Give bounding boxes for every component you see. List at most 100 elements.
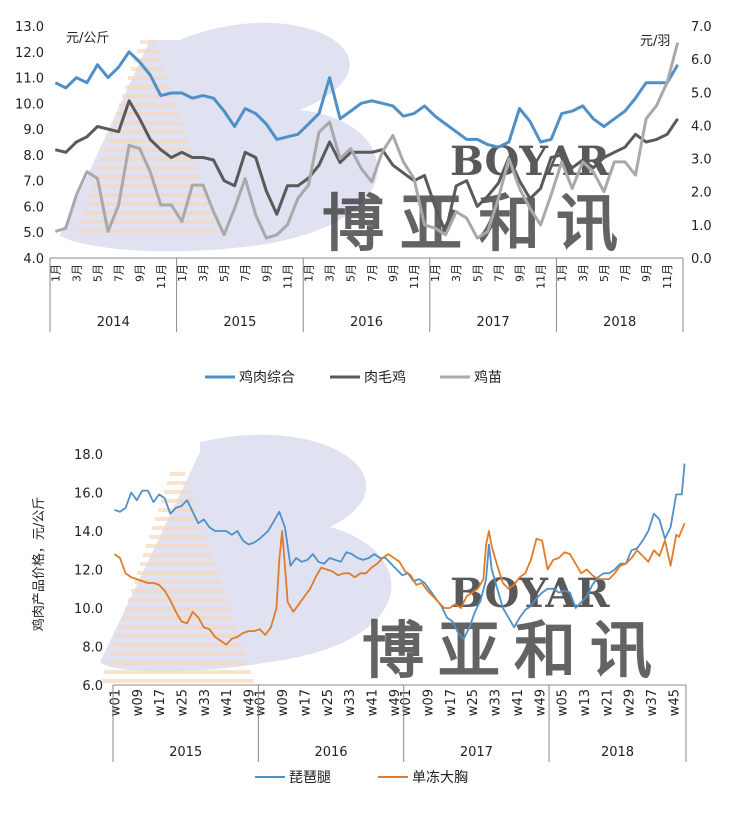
watermark-stripe bbox=[83, 211, 212, 215]
y-tick-label: 18.0 bbox=[74, 448, 103, 463]
x-month-tick-label: 9月 bbox=[640, 264, 653, 282]
x-month-tick-label: 9月 bbox=[513, 264, 526, 282]
x-week-tick-label: w01 bbox=[108, 689, 123, 716]
left-y-tick-label: 4.0 bbox=[23, 252, 44, 267]
watermark-stripe bbox=[107, 139, 188, 143]
watermark-stripe bbox=[110, 652, 245, 656]
x-year-label: 2014 bbox=[97, 315, 130, 330]
watermark-stripe bbox=[95, 175, 200, 179]
left-y-tick-label: 11.0 bbox=[15, 72, 44, 87]
left-y-tick-label: 6.0 bbox=[23, 200, 44, 215]
left-y-tick-label: 12.0 bbox=[15, 46, 44, 61]
watermark-brand-cn: 博亚和讯 bbox=[322, 187, 634, 260]
chart-2-svg: BOYAR 博亚和讯 6.0 8.0 10.0 12.0 14.0 16.0 18.0 w01… bbox=[31, 434, 687, 786]
watermark-stripe bbox=[152, 526, 203, 530]
x-year-label: 2017 bbox=[460, 745, 493, 760]
x-week-tick-label: w29 bbox=[623, 689, 638, 716]
x-month-tick-label: 1月 bbox=[302, 264, 315, 282]
watermark-stripe bbox=[101, 679, 254, 683]
y-axis-label: 鸡肉产品价格，元/公斤 bbox=[31, 497, 47, 631]
x-year-label: 2018 bbox=[601, 745, 634, 760]
chart-1-svg: BOYAR 博亚和讯 4.05.06.07.08.09.010.011.012.… bbox=[15, 20, 712, 386]
chart-2-axes: 6.0 8.0 10.0 12.0 14.0 16.0 18.0 w01 w09 w17 w25 w3… bbox=[74, 448, 687, 762]
x-week-tick-label: w37 bbox=[645, 689, 660, 716]
left-y-tick-label: 13.0 bbox=[15, 20, 44, 35]
right-y-tick-label: 7.0 bbox=[691, 20, 712, 35]
legend-label-3: 鸡苗 bbox=[474, 369, 502, 386]
right-y-tick-label: 2.0 bbox=[691, 186, 712, 201]
x-month-tick-label: 1月 bbox=[176, 264, 189, 282]
x-week-tick-label: w01 bbox=[399, 689, 414, 716]
chart-2-product-prices: BOYAR 博亚和讯 6.0 8.0 10.0 12.0 14.0 16.0 18.0 w01… bbox=[0, 432, 733, 815]
watermark-stripe bbox=[164, 490, 191, 494]
watermark: BOYAR 博亚和讯 bbox=[100, 434, 666, 687]
watermark-stripe bbox=[140, 562, 215, 566]
x-month-tick-label: 9月 bbox=[387, 264, 400, 282]
watermark-stripe bbox=[86, 202, 209, 206]
y-tick-label: 8.0 bbox=[82, 641, 103, 656]
right-y-tick-label: 4.0 bbox=[691, 119, 712, 134]
x-week-tick-label: w25 bbox=[175, 689, 190, 716]
x-week-tick-label: w01 bbox=[254, 689, 269, 716]
series-line-2 bbox=[113, 522, 686, 646]
chart-2-legend: 琵琶腿 单冻大胸 bbox=[255, 769, 468, 786]
watermark-stripe bbox=[122, 616, 233, 620]
left-y-tick-label: 8.0 bbox=[23, 149, 44, 164]
x-month-tick-label: 3月 bbox=[324, 264, 337, 282]
watermark-stripe bbox=[140, 40, 155, 44]
x-month-tick-label: 5月 bbox=[218, 264, 231, 282]
x-year-label: 2017 bbox=[477, 315, 510, 330]
y-tick-label: 16.0 bbox=[74, 487, 103, 502]
x-year-label: 2015 bbox=[223, 315, 256, 330]
watermark-stripe bbox=[92, 184, 203, 188]
right-y-tick-label: 1.0 bbox=[691, 219, 712, 234]
x-year-label: 2016 bbox=[314, 745, 347, 760]
watermark-stripe bbox=[107, 661, 248, 665]
x-year-label: 2016 bbox=[350, 315, 383, 330]
watermark-stripe bbox=[113, 643, 242, 647]
series-line-1 bbox=[54, 50, 679, 149]
watermark-brand-cn: 博亚和讯 bbox=[362, 614, 666, 687]
x-month-tick-label: 7月 bbox=[366, 264, 379, 282]
x-week-tick-label: w45 bbox=[667, 689, 682, 716]
legend-label-2: 单冻大胸 bbox=[412, 769, 468, 786]
watermark-stripe bbox=[134, 58, 161, 62]
x-month-tick-label: 1月 bbox=[49, 264, 62, 282]
watermark-stripe bbox=[155, 517, 200, 521]
legend-label-1: 琵琶腿 bbox=[289, 770, 331, 786]
x-month-tick-label: 11月 bbox=[535, 264, 548, 289]
watermark-stripe bbox=[77, 229, 218, 233]
watermark-stripe bbox=[161, 499, 194, 503]
x-month-tick-label: 9月 bbox=[260, 264, 273, 282]
y-tick-label: 6.0 bbox=[82, 679, 103, 694]
series-line-1 bbox=[114, 463, 686, 640]
watermark-stripe bbox=[119, 103, 176, 107]
x-week-tick-label: w25 bbox=[321, 689, 336, 716]
chart-1-price-lines: BOYAR 博亚和讯 4.0 5.0 6.0 7.0 8.0 9.0 10.0 11.0 12.… bbox=[15, 20, 712, 386]
right-axis-unit: 元/羽 bbox=[640, 34, 670, 49]
x-week-tick-label: w09 bbox=[421, 689, 436, 716]
x-month-tick-label: 11月 bbox=[408, 264, 421, 289]
x-month-tick-label: 1月 bbox=[429, 264, 442, 282]
x-month-tick-label: 3月 bbox=[577, 264, 590, 282]
series-line-2 bbox=[54, 99, 679, 234]
watermark-stripe bbox=[116, 112, 179, 116]
x-month-tick-label: 5月 bbox=[91, 264, 104, 282]
left-y-tick-label: 10.0 bbox=[15, 97, 44, 112]
watermark-stripe bbox=[167, 481, 188, 485]
watermark-stripe bbox=[104, 670, 251, 674]
x-month-tick-label: 7月 bbox=[113, 264, 126, 282]
x-month-tick-label: 5月 bbox=[345, 264, 358, 282]
chart-1-axes: 4.0 5.0 6.0 7.0 8.0 9.0 10.0 11.0 12.0 13.0 0.0 1.0… bbox=[15, 20, 712, 332]
x-month-tick-label: 5月 bbox=[598, 264, 611, 282]
x-week-tick-label: w41 bbox=[511, 689, 526, 716]
x-year-label: 2018 bbox=[603, 315, 636, 330]
watermark-stripe bbox=[101, 157, 194, 161]
watermark-stripe bbox=[158, 508, 197, 512]
watermark-stripes bbox=[101, 472, 254, 683]
left-y-tick-label: 7.0 bbox=[23, 175, 44, 190]
chart-1-legend: 鸡肉综合 肉毛鸡 鸡苗 bbox=[205, 369, 502, 386]
x-month-tick-label: 9月 bbox=[134, 264, 147, 282]
watermark-stripe bbox=[119, 625, 236, 629]
watermark-stripe bbox=[143, 553, 212, 557]
